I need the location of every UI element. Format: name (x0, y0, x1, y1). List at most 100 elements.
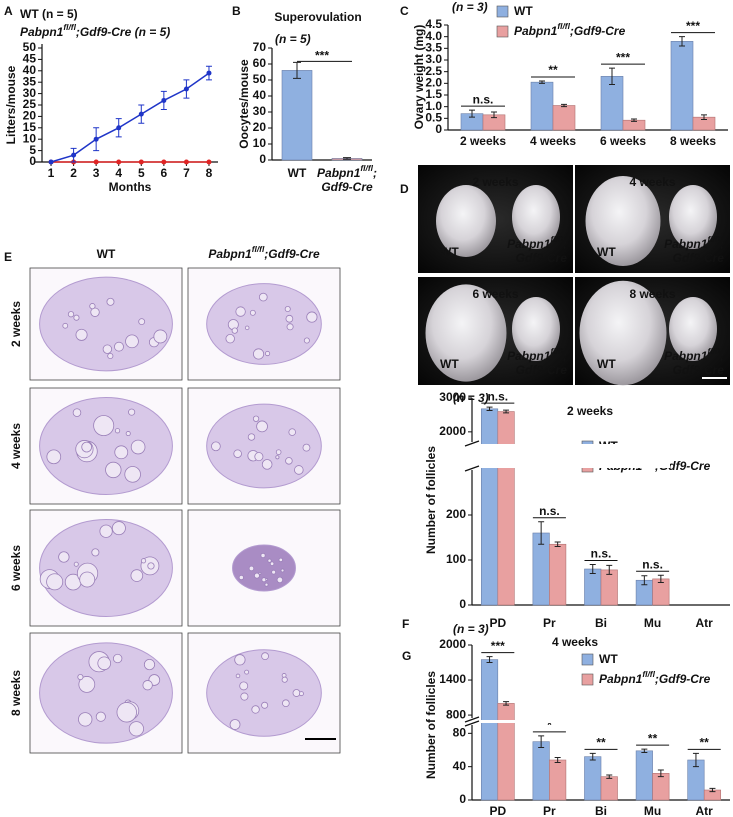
follicle (73, 561, 79, 567)
sample-size: (n = 5) (275, 32, 311, 46)
follicle (244, 669, 250, 675)
bar (530, 81, 554, 131)
point (206, 159, 212, 165)
row-header: 8 weeks (9, 670, 23, 716)
follicle (248, 565, 255, 572)
error-bar (657, 574, 664, 583)
follicle (67, 311, 75, 318)
follicle (240, 692, 249, 701)
x-tick-label: Atr (696, 804, 714, 817)
row-header: 6 weeks (9, 545, 23, 591)
sample-size: (n = 3) (452, 0, 488, 14)
legend-label: WT (514, 4, 533, 18)
y-tick-label: 80 (453, 726, 467, 740)
y-tick-label: 0 (259, 152, 266, 166)
error-bar (503, 701, 510, 706)
bar (552, 105, 576, 131)
follicle (143, 658, 156, 671)
point (48, 159, 54, 165)
photo-label: 6 weeks (472, 287, 518, 301)
y-tick-label: 3.5 (425, 41, 442, 55)
follicle (278, 557, 283, 563)
legend-label: WT (n = 5) (20, 7, 78, 21)
ovary-section (206, 283, 322, 365)
follicle (140, 558, 147, 564)
chart-title: 4 weeks (552, 635, 598, 649)
follicle (233, 449, 242, 458)
follicle (113, 653, 123, 664)
follicle (77, 673, 84, 681)
ovary-wt (436, 185, 496, 257)
y-tick-label: 2.0 (425, 76, 442, 90)
y-tick-label: 5 (29, 143, 36, 157)
follicle (106, 297, 115, 306)
follicle (275, 449, 282, 455)
bar (584, 756, 602, 801)
follicle (130, 439, 146, 455)
follicle (97, 656, 112, 671)
bar (670, 41, 694, 131)
column-header: WT (97, 247, 116, 261)
follicle (261, 459, 273, 470)
error-bar (606, 774, 613, 779)
follicle (78, 712, 93, 727)
y-tick-label: 20 (253, 120, 267, 134)
bar (652, 773, 670, 801)
x-tick-label: 5 (138, 166, 145, 180)
significance: * (547, 718, 552, 732)
photo-genotype-wt: WT (440, 357, 459, 371)
follicle (89, 303, 96, 310)
y-tick-label: 4.0 (425, 29, 442, 43)
follicle (72, 408, 82, 417)
photo-genotype-mutant: Pabpn1fl/fl; Gdf9-Cre (664, 346, 724, 377)
error-bar (641, 575, 648, 586)
bar (281, 70, 313, 161)
y-tick-label: 30 (253, 104, 267, 118)
y-tick-label: 60 (253, 56, 267, 70)
significance: ** (596, 736, 606, 750)
ovary-wt (425, 284, 507, 382)
error-bar (469, 109, 475, 118)
point (116, 159, 122, 165)
significance: n.s. (473, 92, 494, 106)
x-tick-label: Bi (595, 804, 607, 817)
point (138, 159, 144, 165)
y-tick-label: 2000 (439, 637, 466, 651)
chart-title: Superovulation (274, 10, 361, 24)
y-tick-label: 1.5 (425, 87, 442, 101)
y-axis-label: Litters/mouse (4, 65, 18, 144)
x-tick-label: Pabpn1fl/fl; Gdf9-Cre (317, 163, 377, 194)
legend-label: Pabpn1fl/fl;Gdf9-Cre (n = 5) (20, 22, 170, 39)
point (183, 86, 189, 92)
bar (549, 759, 567, 801)
photo-genotype-wt: WT (440, 245, 459, 259)
x-tick-label: 4 (115, 166, 122, 180)
follicle (284, 305, 291, 313)
follicle (114, 428, 121, 434)
bar (532, 741, 550, 801)
legend-swatch (496, 5, 509, 18)
follicle (81, 441, 93, 453)
legend-label: WT (599, 652, 618, 666)
photo-genotype-mutant: Pabpn1fl/fl; Gdf9-Cre (507, 346, 567, 377)
line (50, 72, 210, 163)
point (161, 97, 167, 103)
error-bar (491, 111, 497, 119)
error-bar (589, 564, 596, 574)
follicle (303, 337, 310, 344)
y-tick-label: 10 (253, 136, 267, 150)
follicle (138, 318, 146, 326)
x-tick-label: 8 (206, 166, 213, 180)
follicle (261, 701, 269, 709)
significance: n.s. (591, 547, 612, 561)
error-bar (486, 406, 493, 412)
error-bar (606, 564, 613, 575)
significance: *** (315, 49, 329, 63)
error-bar (486, 656, 493, 664)
x-tick-label: Mu (644, 804, 661, 817)
y-tick-label: 50 (23, 40, 37, 54)
follicle (75, 328, 88, 341)
follicle (105, 461, 122, 479)
follicle (238, 574, 244, 581)
